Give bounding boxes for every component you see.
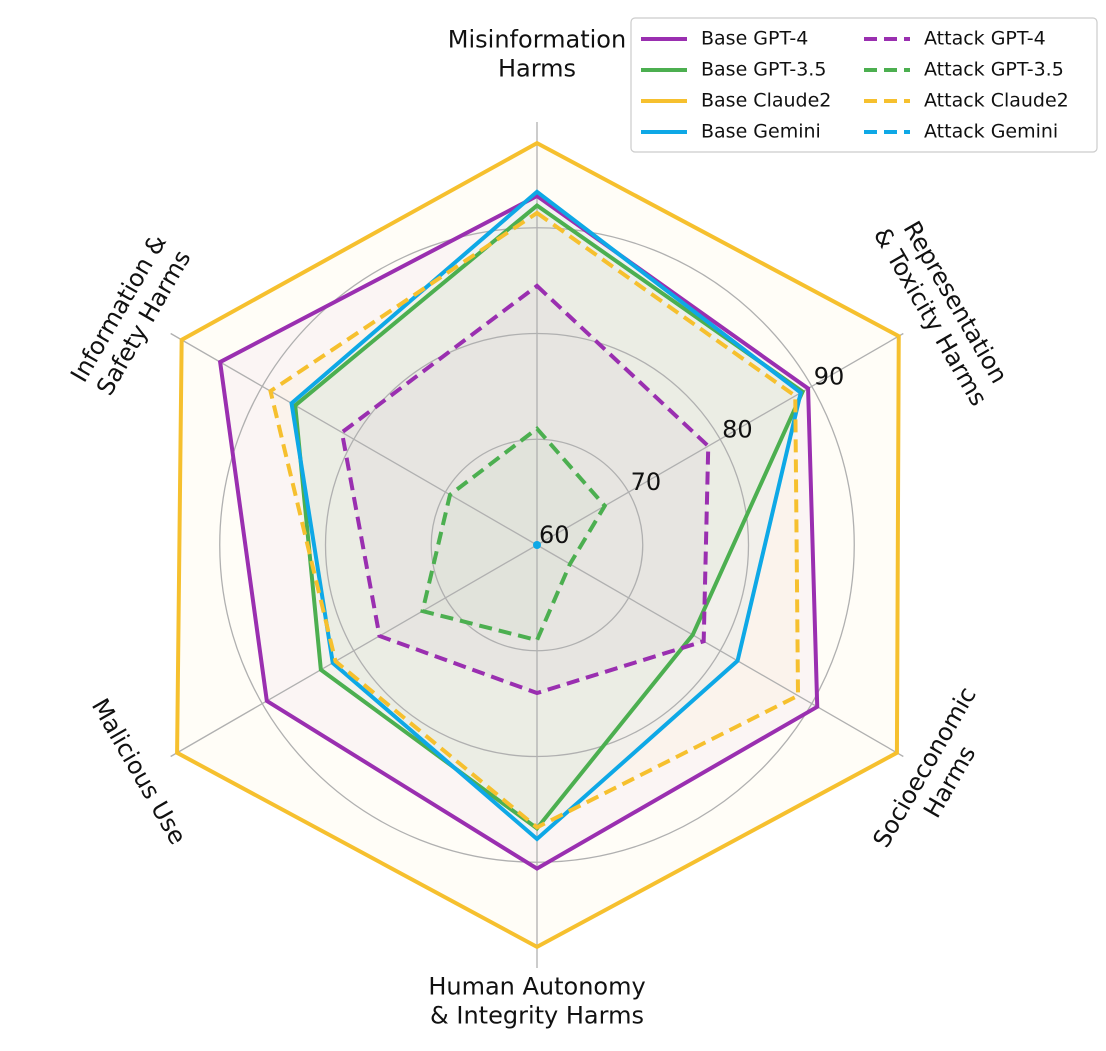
legend-label: Base GPT-3.5 xyxy=(701,59,826,81)
center-point xyxy=(533,541,541,549)
axis-label-line: Harms xyxy=(498,55,576,83)
axis-label-line: Misinformation xyxy=(448,26,626,54)
legend-entry-base-gpt-4: Base GPT-4 xyxy=(641,28,808,50)
radial-tick-labels: 60 70 80 90 xyxy=(539,362,844,549)
legend-label: Attack Claude2 xyxy=(924,90,1069,112)
fill-base-gemini xyxy=(291,191,801,839)
legend-label: Attack GPT-4 xyxy=(924,28,1046,50)
legend-label: Attack Gemini xyxy=(924,121,1058,143)
fill-attack-claude2 xyxy=(270,212,799,828)
spoke-socioeconomic-harms xyxy=(536,544,904,758)
tick-label-90: 90 xyxy=(814,362,845,390)
legend-entry-base-gemini: Base Gemini xyxy=(641,121,821,143)
fill-base-gpt-4 xyxy=(220,196,818,869)
legend-entry-attack-gemini: Attack Gemini xyxy=(864,121,1058,143)
legend: Base GPT-4 Base GPT-3.5 Base Claude2 Base G… xyxy=(630,17,1098,153)
series-base-gpt-4 xyxy=(217,193,820,871)
spoke-malicious-use xyxy=(170,544,538,758)
spoke-representation-toxicity-harms xyxy=(536,332,904,546)
spoke-information-safety-harms xyxy=(170,332,538,546)
radar-grid xyxy=(170,122,904,968)
series-lines xyxy=(175,140,901,950)
fill-attack-gpt-3-5 xyxy=(422,428,605,641)
legend-label: Base Gemini xyxy=(701,121,821,143)
axis-label-line: Human Autonomy xyxy=(428,973,645,1001)
legend-entry-attack-claude2: Attack Claude2 xyxy=(864,90,1069,112)
legend-entry-attack-gpt-3-5: Attack GPT-3.5 xyxy=(864,59,1064,81)
fill-base-gpt-3-5 xyxy=(295,205,803,829)
series-attack-claude2 xyxy=(268,210,801,830)
series-base-claude2 xyxy=(175,140,901,950)
series-attack-gpt-4 xyxy=(339,283,711,696)
tick-label-60: 60 xyxy=(539,521,570,549)
axis-label-human-autonomy-integrity-harms: Human Autonomy& Integrity Harms xyxy=(428,973,645,1030)
legend-entry-base-claude2: Base Claude2 xyxy=(641,90,831,112)
legend-label: Base Claude2 xyxy=(701,90,831,112)
axis-label-information-safety-harms: Information &Safety Harms xyxy=(65,230,196,400)
legend-entry-attack-gpt-4: Attack GPT-4 xyxy=(864,28,1046,50)
tick-label-70: 70 xyxy=(631,468,662,496)
legend-label: Base GPT-4 xyxy=(701,28,808,50)
axis-label-line: & Integrity Harms xyxy=(430,1002,644,1030)
legend-label: Attack GPT-3.5 xyxy=(924,59,1064,81)
legend-box xyxy=(630,17,1098,153)
series-attack-gpt-3-5 xyxy=(420,425,608,643)
tick-label-80: 80 xyxy=(722,415,753,443)
series-base-gemini xyxy=(289,189,804,842)
legend-entry-base-gpt-3-5: Base GPT-3.5 xyxy=(641,59,826,81)
